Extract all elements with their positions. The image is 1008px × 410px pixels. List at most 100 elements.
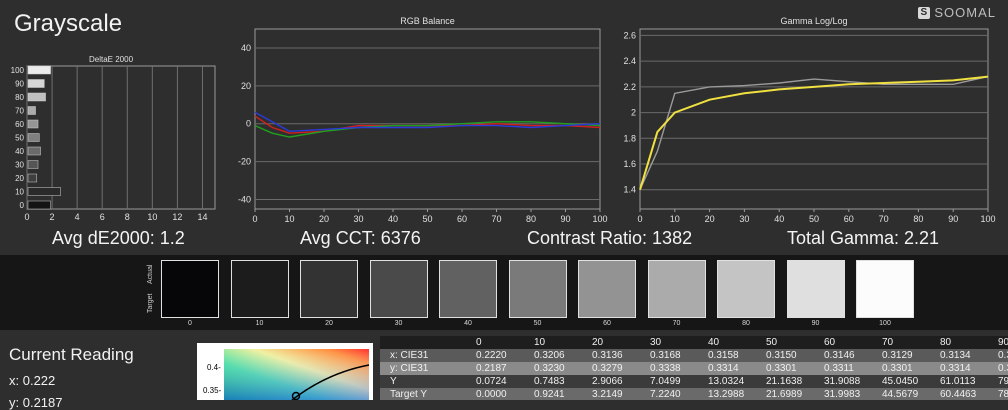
rgb-x-tick: 80 — [526, 214, 536, 224]
swatch-30 — [369, 260, 428, 318]
avg-cct-stat: Avg CCT: 6376 — [300, 228, 421, 248]
table-cell: 21.6989 — [764, 388, 822, 400]
deltae-bar-10 — [27, 187, 61, 196]
total-gamma-stat: Total Gamma: 2.21 — [787, 228, 940, 248]
swatch-0 — [161, 260, 219, 318]
row-label: y: CIE31 — [380, 362, 474, 375]
deltae-plot-frame — [26, 65, 216, 210]
table-cell: 61.0113 — [938, 375, 996, 388]
swatch-20 — [300, 260, 358, 318]
deltae-y-tick: 70 — [15, 107, 24, 116]
gamma-x-tick: 90 — [948, 214, 958, 224]
deltae-bar-20 — [27, 173, 38, 183]
gamma-x-tick: 100 — [980, 214, 995, 224]
contrast-ratio-stat: Contrast Ratio: 1382 — [527, 228, 693, 248]
swatch-label: 60 — [603, 320, 611, 327]
deltae-x-tick: 10 — [147, 212, 157, 222]
rgb-series-1-line — [254, 121, 601, 138]
swatch-40 — [439, 260, 497, 318]
rgb-x-tick: 90 — [560, 214, 570, 224]
table-cell: 7.0499 — [648, 375, 706, 388]
table-cell: 0.3279 — [590, 362, 648, 375]
deltae-bar-100 — [27, 65, 51, 75]
table-cell: 0.3313 — [996, 362, 1008, 375]
gamma-x-tick: 30 — [739, 214, 749, 224]
deltae-x-tick: 0 — [24, 212, 29, 222]
column-header: 20 — [590, 336, 648, 349]
gamma-y-tick: 2.2 — [623, 82, 636, 92]
swatch-label: 30 — [394, 320, 403, 327]
swatch-label: 20 — [325, 320, 333, 327]
rgb-x-tick: 100 — [592, 214, 607, 224]
grayscale-swatch-band: Actual Target 0 10 20 30 40 50 60 70 80 90 100 — [0, 255, 1008, 330]
deltae-bar-70 — [27, 106, 36, 115]
table-cell: 3.2149 — [590, 388, 648, 400]
gamma-series-1-line — [639, 75, 989, 190]
measurement-table-container[interactable]: 0 10 20 30 40 50 60 70 80 90 x: CIE31 0.2220 0.3206 0… — [380, 336, 1008, 400]
rgb-x-tick: 50 — [422, 214, 432, 224]
deltae-x-tick: 6 — [100, 212, 105, 222]
gamma-y-tick: 2 — [631, 108, 636, 118]
rgb-y-tick: 20 — [241, 81, 251, 91]
swatch-80 — [717, 260, 775, 318]
gamma-chart: Gamma Log/Log 2.6 2.4 2.2 2 1.8 1.6 1.4 0 10 20 30 4… — [623, 16, 995, 224]
table-cell: 0.3129 — [880, 349, 938, 362]
gamma-title: Gamma Log/Log — [780, 16, 847, 26]
table-cell: 0.3133 — [996, 349, 1008, 362]
cie-tick-035: 0.35- — [203, 386, 222, 395]
current-x-value: x: 0.222 — [9, 373, 56, 388]
gamma-y-tick: 2.6 — [623, 30, 636, 40]
column-header: 80 — [938, 336, 996, 349]
deltae-y-tick: 100 — [11, 66, 25, 75]
table-cell: 31.9983 — [822, 388, 880, 400]
swatch-label: 50 — [533, 320, 542, 327]
deltae-bar-60 — [27, 119, 39, 129]
gamma-x-tick: 70 — [879, 214, 889, 224]
column-header: 10 — [532, 336, 590, 349]
swatch-10 — [230, 260, 289, 318]
table-cell: 2.9066 — [590, 375, 648, 388]
header-corner — [380, 336, 474, 349]
rgb-x-tick: 40 — [388, 214, 398, 224]
deltae-bar-80 — [27, 92, 46, 102]
deltae-y-tick: 80 — [15, 93, 24, 102]
table-cell: 0.3301 — [880, 362, 938, 375]
gamma-y-tick: 1.4 — [623, 185, 636, 195]
table-cell: 13.0324 — [706, 375, 764, 388]
table-cell: 0.3146 — [822, 349, 880, 362]
swatch-label: 0 — [188, 320, 192, 327]
table-cell: 0.0000 — [474, 388, 532, 400]
avg-de-stat: Avg dE2000: 1.2 — [52, 228, 185, 248]
swatch-label: 80 — [742, 320, 750, 327]
deltae-y-tick: 90 — [15, 80, 24, 89]
table-row: y: CIE31 0.2187 0.3230 0.3279 0.3338 0.3314 0.… — [380, 362, 1008, 375]
logo-text: SOOMAL — [934, 5, 996, 20]
table-cell: 21.1638 — [764, 375, 822, 388]
table-cell: 13.2988 — [706, 388, 764, 400]
gamma-x-tick: 60 — [844, 214, 854, 224]
deltae-x-tick: 4 — [75, 212, 80, 222]
swatch-90 — [786, 260, 845, 318]
table-cell: 0.3230 — [532, 362, 590, 375]
current-reading-title: Current Reading — [9, 345, 134, 364]
table-row: Y 0.0724 0.7483 2.9066 7.0499 13.0324 21.1638 3… — [380, 375, 1008, 388]
gamma-y-tick: 1.6 — [623, 159, 636, 169]
target-label: Target — [147, 293, 154, 313]
deltae-chart: DeltaE 2000 0 2 4 6 8 10 12 14 0 10 20 30 40 50 60 70 80 9… — [11, 55, 216, 222]
gamma-x-tick: 40 — [774, 214, 784, 224]
gamma-x-tick: 0 — [637, 214, 642, 224]
rgb-x-tick: 60 — [457, 214, 467, 224]
table-row: Target Y 0.0000 0.9241 3.2149 7.2240 13.2988 2… — [380, 388, 1008, 400]
table-cell: 7.2240 — [648, 388, 706, 400]
row-label: x: CIE31 — [380, 349, 474, 362]
deltae-y-tick: 0 — [20, 201, 25, 210]
gamma-x-tick: 50 — [809, 214, 819, 224]
column-header: 0 — [474, 336, 532, 349]
table-cell: 0.2187 — [474, 362, 532, 375]
table-cell: 0.3314 — [938, 362, 996, 375]
deltae-x-tick: 2 — [50, 212, 55, 222]
rgb-y-tick: -20 — [238, 157, 251, 167]
rgb-x-tick: 20 — [319, 214, 329, 224]
row-label: Target Y — [380, 388, 474, 400]
gamma-x-tick: 80 — [913, 214, 923, 224]
